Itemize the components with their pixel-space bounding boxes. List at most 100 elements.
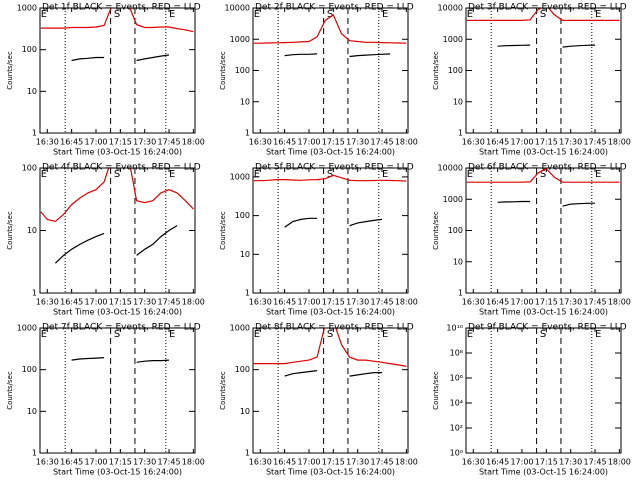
annotation: E [169,9,175,20]
x-tick-label: 17:45 [158,298,181,307]
x-tick-label: 17:15 [535,298,558,307]
y-axis-label: Counts/sec [432,211,440,250]
y-tick-label: 10 [453,97,463,106]
x-tick-label: 17:15 [322,138,345,147]
annotation: E [595,329,601,340]
x-tick-label: 17:45 [158,138,181,147]
plot-frame [252,7,409,134]
annotation: E [254,329,260,340]
x-tick-label: 17:45 [371,458,394,467]
x-tick-label: 17:15 [109,138,132,147]
x-tick-label: 16:30 [36,138,59,147]
y-axis-label: Counts/sec [219,51,227,90]
x-tick-label: 16:30 [462,298,485,307]
x-tick-label: 17:00 [510,298,533,307]
panel: Det 5f BLACK = Events, RED = LLDCounts/s… [219,163,418,317]
panel: Det 3f BLACK = Events, RED = LLDCounts/s… [432,3,631,157]
y-tick-label: 10000 [225,4,250,13]
y-tick-label: 1000 [230,35,250,44]
x-tick-label: 16:45 [486,298,509,307]
y-tick-label: 1 [245,129,250,138]
x-tick-label: 16:30 [462,458,485,467]
y-tick-label: 1 [32,129,37,138]
x-tick-label: 17:30 [559,138,582,147]
annotation: E [169,329,175,340]
x-tick-label: 16:45 [60,138,83,147]
y-tick-label: 10000 [438,4,463,13]
annotation: E [41,329,47,340]
plot-frame [252,327,409,454]
annotation: E [41,9,47,20]
x-tick-label: 17:45 [371,138,394,147]
x-tick-label: 17:45 [371,298,394,307]
series-line [40,168,194,223]
x-tick-label: 17:30 [346,458,369,467]
series-line [253,174,407,182]
x-tick-label: 18:00 [395,458,418,467]
annotation: S [327,329,333,340]
x-tick-label: 18:00 [395,298,418,307]
y-tick-label: 10¹⁰ [446,324,463,333]
annotation: E [467,9,473,20]
y-tick-label: 1000 [17,324,37,333]
annotation: E [467,329,473,340]
x-tick-label: 17:15 [109,298,132,307]
y-axis-label: Counts/sec [219,211,227,250]
annotation: S [540,169,546,180]
y-tick-label: 10⁶ [450,374,463,383]
x-tick-label: 17:30 [133,458,156,467]
x-tick-label: 17:00 [84,298,107,307]
y-tick-label: 10 [27,226,37,235]
y-tick-label: 1000 [230,172,250,181]
x-tick-label: 17:45 [584,298,607,307]
series-line [253,328,407,367]
plot-frame [465,167,622,294]
annotation: S [540,9,546,20]
panel: Det 1f BLACK = Events, RED = LLDCounts/s… [6,3,205,157]
y-tick-label: 100 [22,365,37,374]
x-tick-label: 17:15 [535,458,558,467]
x-tick-label: 16:30 [249,298,272,307]
x-tick-label: 16:45 [486,458,509,467]
annotation: E [169,169,175,180]
x-tick-label: 17:45 [584,138,607,147]
y-tick-label: 10 [240,407,250,416]
y-axis-label: Counts/sec [219,371,227,410]
y-axis-label: Counts/sec [6,211,14,250]
y-tick-label: 1 [458,129,463,138]
x-axis-label: Start Time (03-Oct-15 16:24:00) [479,308,608,317]
annotation: E [382,169,388,180]
y-tick-label: 1 [245,289,250,298]
series-line [71,54,170,62]
panel: Det 8f BLACK = Events, RED = LLDCounts/s… [219,323,418,477]
series-line [253,13,407,44]
y-tick-label: 1 [32,289,37,298]
y-tick-label: 10 [240,97,250,106]
series-line [497,44,596,48]
x-tick-label: 18:00 [182,298,205,307]
x-axis-label: Start Time (03-Oct-15 16:24:00) [53,468,182,477]
annotation: E [382,329,388,340]
x-tick-label: 16:45 [273,458,296,467]
x-tick-label: 17:30 [346,138,369,147]
y-axis-label: Counts/sec [432,51,440,90]
annotation: E [467,169,473,180]
x-tick-label: 17:00 [297,458,320,467]
x-tick-label: 17:15 [535,138,558,147]
x-tick-label: 17:00 [510,458,533,467]
annotation: E [41,169,47,180]
x-tick-label: 16:45 [273,138,296,147]
annotation: S [114,169,120,180]
x-tick-label: 18:00 [182,458,205,467]
series-line [284,370,382,377]
x-tick-label: 17:30 [133,138,156,147]
x-tick-label: 18:00 [608,458,631,467]
annotation: E [254,169,260,180]
x-tick-label: 18:00 [608,298,631,307]
annotation: E [254,9,260,20]
y-tick-label: 10⁸ [450,349,463,358]
x-axis-label: Start Time (03-Oct-15 16:24:00) [479,468,608,477]
plot-frame [39,327,196,454]
y-tick-label: 10 [240,250,250,259]
